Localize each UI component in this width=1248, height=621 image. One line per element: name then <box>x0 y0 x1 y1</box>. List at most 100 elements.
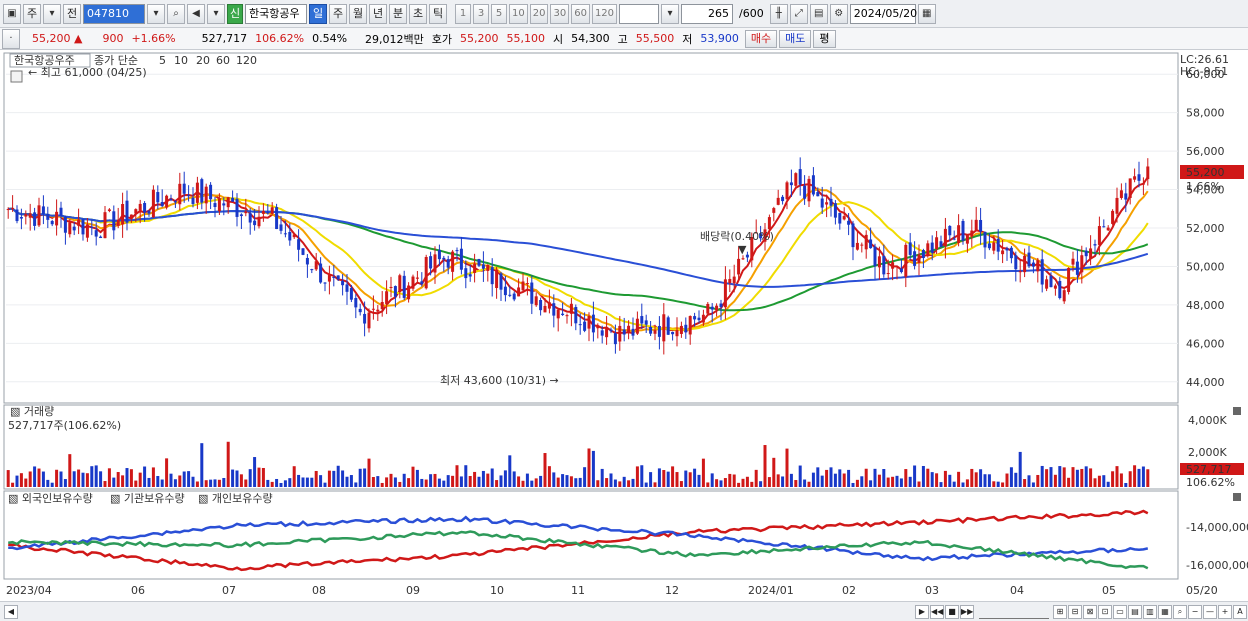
scroll-track[interactable] <box>33 605 915 619</box>
scroll-right-icon[interactable]: ▶ <box>915 604 929 619</box>
candle-body <box>33 212 37 226</box>
stock-name-field[interactable]: 한국항공우 <box>245 3 307 24</box>
period-minute[interactable]: 분 <box>389 3 407 24</box>
candle-body <box>759 233 763 239</box>
candle-body <box>63 216 67 233</box>
candle-type-icon[interactable]: ╫ <box>769 3 788 24</box>
candle-body <box>165 195 169 208</box>
interval-dropdown-icon[interactable]: ▾ <box>661 3 680 24</box>
volume-bar <box>327 470 331 487</box>
volume-bar <box>1062 467 1066 487</box>
volume-bar <box>908 476 912 487</box>
trade-amount: 29,012백만 <box>365 32 424 46</box>
candle-body <box>587 315 591 329</box>
scroll-left-icon[interactable]: ◀ <box>4 604 18 619</box>
volume-bar <box>728 473 732 487</box>
volume-bar <box>1067 477 1071 487</box>
custom-interval-input[interactable] <box>619 3 660 24</box>
search-icon[interactable]: ⌕ <box>167 3 185 24</box>
candle-body <box>886 273 890 275</box>
interval-10[interactable]: 10 <box>509 3 528 24</box>
zoom-out-icon[interactable]: − <box>1188 604 1202 619</box>
volume-bar <box>134 480 138 487</box>
candle-body <box>1031 262 1035 267</box>
candle-body <box>411 276 415 289</box>
legend-stock-name: 한국항공우주 <box>14 54 75 67</box>
candle-body <box>657 325 661 337</box>
zoom-search-icon[interactable]: ⌕ <box>1173 604 1187 619</box>
interval-5[interactable]: 5 <box>491 3 507 24</box>
volume-bar <box>1005 473 1009 487</box>
stop-icon[interactable]: ■ <box>945 604 959 619</box>
buy-button[interactable]: 매수 <box>744 29 778 48</box>
tool-icon-6[interactable]: ▤ <box>1128 604 1142 619</box>
count-input[interactable]: 265 <box>681 3 734 24</box>
sell-button[interactable]: 매도 <box>779 29 812 48</box>
interval-120[interactable]: 120 <box>591 3 618 24</box>
period-month[interactable]: 월 <box>349 3 367 24</box>
speaker-dropdown-icon[interactable]: ▾ <box>207 3 225 24</box>
chart-window-icon[interactable]: ▣ <box>3 3 21 24</box>
tool-icon-4[interactable]: ⊡ <box>1098 604 1112 619</box>
interval-1[interactable]: 1 <box>455 3 471 24</box>
save-icon[interactable]: ▤ <box>809 3 828 24</box>
new-stock-badge: 신 <box>227 3 243 24</box>
chevron-down-icon[interactable]: ▾ <box>43 3 61 24</box>
period-tick[interactable]: 틱 <box>429 3 447 24</box>
volume-panel-close-icon[interactable] <box>1233 407 1241 415</box>
interval-60[interactable]: 60 <box>571 3 590 24</box>
interval-20[interactable]: 20 <box>529 3 549 24</box>
volume-bar <box>473 471 477 487</box>
volume-bar <box>996 481 1000 487</box>
draw-tool-icon[interactable]: ⤢ <box>789 3 808 24</box>
candle-body <box>112 211 116 231</box>
zoom-line-icon[interactable]: — <box>1203 604 1217 619</box>
tool-icon-1[interactable]: ⊞ <box>1053 604 1067 619</box>
zoom-slider[interactable] <box>979 605 1049 619</box>
eval-button[interactable]: 평 <box>813 29 836 48</box>
tool-icon-3[interactable]: ⊠ <box>1083 604 1097 619</box>
tool-icon-5[interactable]: ▭ <box>1113 604 1127 619</box>
prev-button[interactable]: 전 <box>63 3 81 24</box>
period-week[interactable]: 주 <box>329 3 347 24</box>
candle-body <box>270 207 274 214</box>
volume-bar <box>701 458 705 487</box>
holder-panel-close-icon[interactable] <box>1233 493 1241 501</box>
calculator-icon[interactable] <box>10 70 23 83</box>
candle-body <box>794 173 798 186</box>
period-day[interactable]: 일 <box>309 3 327 24</box>
period-year[interactable]: 년 <box>369 3 387 24</box>
volume-bar <box>433 473 437 487</box>
zoom-in-icon[interactable]: + <box>1218 604 1232 619</box>
chart-scrollbar[interactable]: ◀ ▶ ◀◀ ■ ▶▶ ⊞ ⊟ ⊠ ⊡ ▭ ▤ ▥ ▦ ⌕ − — + A <box>0 601 1248 621</box>
type-select[interactable]: 주 <box>23 3 41 24</box>
candle-body <box>1102 226 1106 228</box>
interval-3[interactable]: 3 <box>473 3 489 24</box>
period-second[interactable]: 초 <box>409 3 427 24</box>
candle-body <box>169 199 173 201</box>
volume-bar <box>776 474 780 487</box>
volume-bar <box>191 476 195 487</box>
volume-bar <box>697 474 701 487</box>
candle-body <box>103 212 107 239</box>
calendar-icon[interactable]: ▦ <box>917 3 936 24</box>
forward-icon[interactable]: ▶▶ <box>960 604 974 619</box>
code-dropdown-icon[interactable]: ▾ <box>147 3 165 24</box>
stock-code-input[interactable]: 047810 <box>83 3 145 24</box>
font-size-icon[interactable]: A <box>1233 604 1247 619</box>
candle-body <box>1067 268 1071 292</box>
speaker-icon[interactable]: ◀ <box>187 3 205 24</box>
gear-icon[interactable]: ⚙ <box>829 3 848 24</box>
candle-body <box>816 192 820 197</box>
tool-icon-2[interactable]: ⊟ <box>1068 604 1082 619</box>
candle-body <box>1001 250 1005 255</box>
rewind-icon[interactable]: ◀◀ <box>930 604 944 619</box>
tool-icon-7[interactable]: ▥ <box>1143 604 1157 619</box>
chart-svg[interactable]: 한국항공우주 종가 단순 5 10 20 60 120 ← 최고 61,000 … <box>0 51 1248 601</box>
tool-icon-8[interactable]: ▦ <box>1158 604 1172 619</box>
interval-30[interactable]: 30 <box>550 3 570 24</box>
date-input[interactable]: 2024/05/20 <box>849 3 917 24</box>
pin-icon[interactable]: · <box>2 28 20 49</box>
chart-area[interactable]: 한국항공우주 종가 단순 5 10 20 60 120 ← 최고 61,000 … <box>0 51 1248 601</box>
candle-body <box>723 279 727 308</box>
